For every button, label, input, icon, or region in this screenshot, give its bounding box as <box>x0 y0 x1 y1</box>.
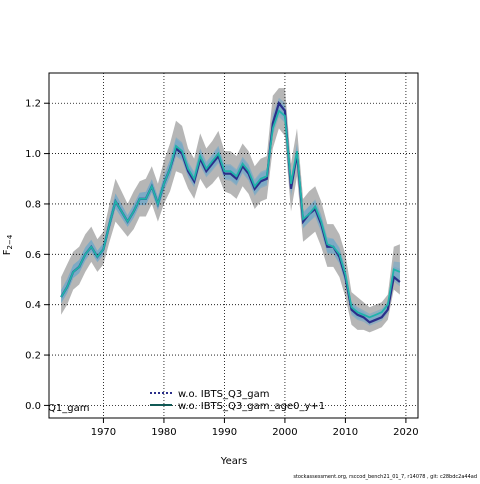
y-tick-label: 0.8 <box>25 199 41 210</box>
y-tick-label: 0.2 <box>25 351 41 362</box>
y-axis-label-main: F <box>2 249 13 255</box>
x-axis-label: Years <box>220 456 247 467</box>
y-tick-label: 1.0 <box>25 149 41 160</box>
y-axis-label-sub: 2−4 <box>6 234 14 249</box>
legend-entry-2: w.o. IBTS_Q3_gam_age0_y+1 <box>150 401 325 412</box>
x-tick-label: 1970 <box>91 427 116 438</box>
x-tick-label: 2000 <box>272 427 297 438</box>
confidence-band-outer <box>61 88 400 333</box>
x-tick-label: 2010 <box>333 427 358 438</box>
y-tick-label: 0.0 <box>25 401 41 412</box>
y-axis-label: F2−4 <box>2 234 14 255</box>
y-tick-label: 1.2 <box>25 99 41 110</box>
footer-credit: stockassessment.org, rsccod_bench21_01_7… <box>293 474 477 480</box>
legend-label: w.o. IBTS_Q3_gam_age0_y+1 <box>178 401 325 412</box>
axes: 1970 1980 1990 2000 2010 2020 0.0 0.2 0.4 0.6 0.8 1… <box>25 99 419 438</box>
series-lines <box>60 100 401 324</box>
legend-partial-label: Q1_gam <box>48 403 89 414</box>
x-tick-label: 2020 <box>393 427 418 438</box>
legend-label: w.o. IBTS_Q3_gam <box>178 389 269 400</box>
x-tick-label: 1990 <box>212 427 237 438</box>
confidence-bands <box>61 88 400 333</box>
x-tick-label: 1980 <box>151 427 176 438</box>
plot-frame <box>48 72 419 419</box>
legend-entry-1: w.o. IBTS_Q3_gam <box>150 389 269 400</box>
grid <box>49 73 418 418</box>
y-tick-label: 0.6 <box>25 250 41 261</box>
y-tick-label: 0.4 <box>25 300 41 311</box>
series-line-2 <box>60 109 401 319</box>
